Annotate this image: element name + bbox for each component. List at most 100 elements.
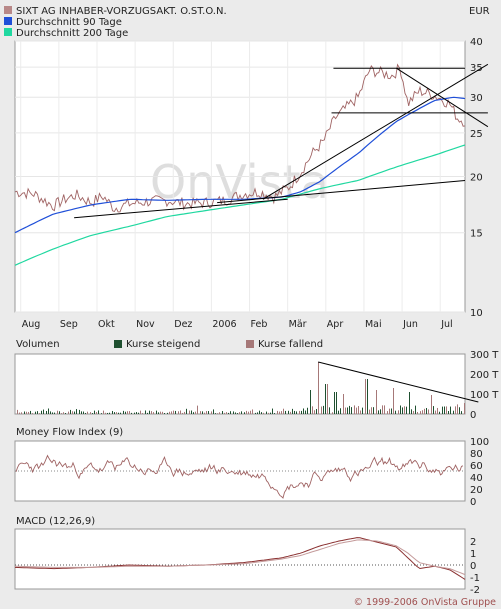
series-line-price (14, 63, 466, 213)
volume-bar (219, 412, 220, 414)
price-ytick-label: 20 (470, 173, 483, 184)
price-xtick-label: Aug (22, 319, 41, 330)
volume-bar (70, 409, 71, 414)
volume-bar (338, 410, 339, 414)
volume-bar (252, 409, 253, 414)
volume-bar (406, 406, 407, 414)
volume-bar (259, 410, 260, 414)
price-xtick-label: 2006 (212, 319, 236, 330)
volume-bar (65, 413, 66, 414)
volume-bar (455, 406, 456, 414)
volume-bar (46, 410, 47, 414)
volume-bar (261, 412, 262, 414)
volume-bar (301, 410, 302, 414)
macd-ytick-label: -2 (470, 585, 480, 596)
volume-bar (303, 408, 304, 414)
volume-bar (85, 412, 86, 414)
volume-bar (358, 406, 359, 414)
mfi-ytick-label: 0 (470, 497, 476, 508)
price-ytick-label: 30 (470, 93, 483, 104)
volume-bar (92, 413, 93, 414)
legend-swatch-price (4, 6, 12, 14)
volume-bar (314, 410, 315, 414)
volume-bar (79, 409, 80, 414)
volume-bar (160, 411, 161, 414)
volume-bar (365, 379, 366, 414)
volume-bar (17, 409, 18, 414)
volume-bar (149, 410, 150, 414)
volume-bar (153, 412, 154, 414)
price-ytick-label: 40 (470, 37, 483, 48)
volume-bar (450, 406, 451, 414)
volume-bar (354, 405, 355, 414)
volume-bar (184, 411, 185, 414)
currency-label: EUR (469, 6, 490, 17)
volume-bar (120, 412, 121, 414)
volume-bar (391, 408, 392, 414)
volume-bar (98, 410, 99, 414)
volume-bar (257, 412, 258, 414)
volume-bar (127, 411, 128, 414)
volume-bar (395, 410, 396, 414)
volume-bar (373, 407, 374, 414)
volume-bar (448, 411, 449, 414)
volume-bar (230, 411, 231, 414)
volume-bar (81, 411, 82, 414)
volume-bar (237, 413, 238, 414)
volume-bar (134, 412, 135, 414)
mfi-ytick-label: 40 (470, 473, 483, 484)
volume-bar (420, 411, 421, 414)
volume-bar (125, 411, 126, 414)
trendline (262, 63, 489, 200)
volume-bar (340, 408, 341, 414)
volume-bar (336, 392, 337, 414)
volume-bar (76, 409, 77, 414)
volume-bar (323, 405, 324, 414)
volume-panel: Volumen Kurse steigend Kurse fallend 300… (14, 339, 499, 421)
mfi-title: Money Flow Index (9) (16, 427, 123, 438)
volume-bar (59, 411, 60, 414)
volume-bar (413, 411, 414, 414)
volume-bar (156, 410, 157, 414)
volume-bar (457, 404, 458, 414)
volume-bar (112, 410, 113, 414)
volume-bar (215, 413, 216, 414)
volume-bar (175, 410, 176, 414)
volume-bar (294, 410, 295, 414)
volume-bar (369, 409, 370, 414)
volume-bar (131, 412, 132, 414)
price-ytick-label: 15 (470, 229, 483, 240)
volume-bar (52, 412, 53, 414)
volume-bar (228, 412, 229, 414)
volume-bar (296, 411, 297, 414)
volume-bar (283, 408, 284, 414)
macd-ytick-label: 0 (470, 561, 476, 572)
legend-swatch-ma90 (4, 17, 12, 25)
volume-bar (48, 408, 49, 414)
volume-bar (347, 407, 348, 414)
volume-bar (288, 410, 289, 414)
volume-bar (433, 406, 434, 414)
volume-bar (41, 410, 42, 414)
volume-bar (362, 407, 363, 414)
volume-bar (263, 412, 264, 414)
volume-bar (444, 406, 445, 414)
trendline (74, 198, 288, 219)
price-ytick-label: 10 (470, 308, 483, 319)
volume-bar (105, 412, 106, 414)
volume-bar (239, 412, 240, 414)
volume-bar (19, 412, 20, 414)
volume-bar (402, 407, 403, 414)
volume-bar (442, 406, 443, 414)
volume-bar (208, 411, 209, 414)
volume-bar (422, 410, 423, 414)
volume-bar (393, 388, 394, 414)
volume-bar (266, 411, 267, 414)
legend: SIXT AG INHABER-VORZUGSAKT. O.ST.O.N. Du… (4, 6, 227, 39)
volume-bar (387, 411, 388, 414)
volume-bar (140, 410, 141, 414)
volume-bar (191, 410, 192, 414)
volume-bar (305, 410, 306, 414)
volume-bar (193, 412, 194, 414)
